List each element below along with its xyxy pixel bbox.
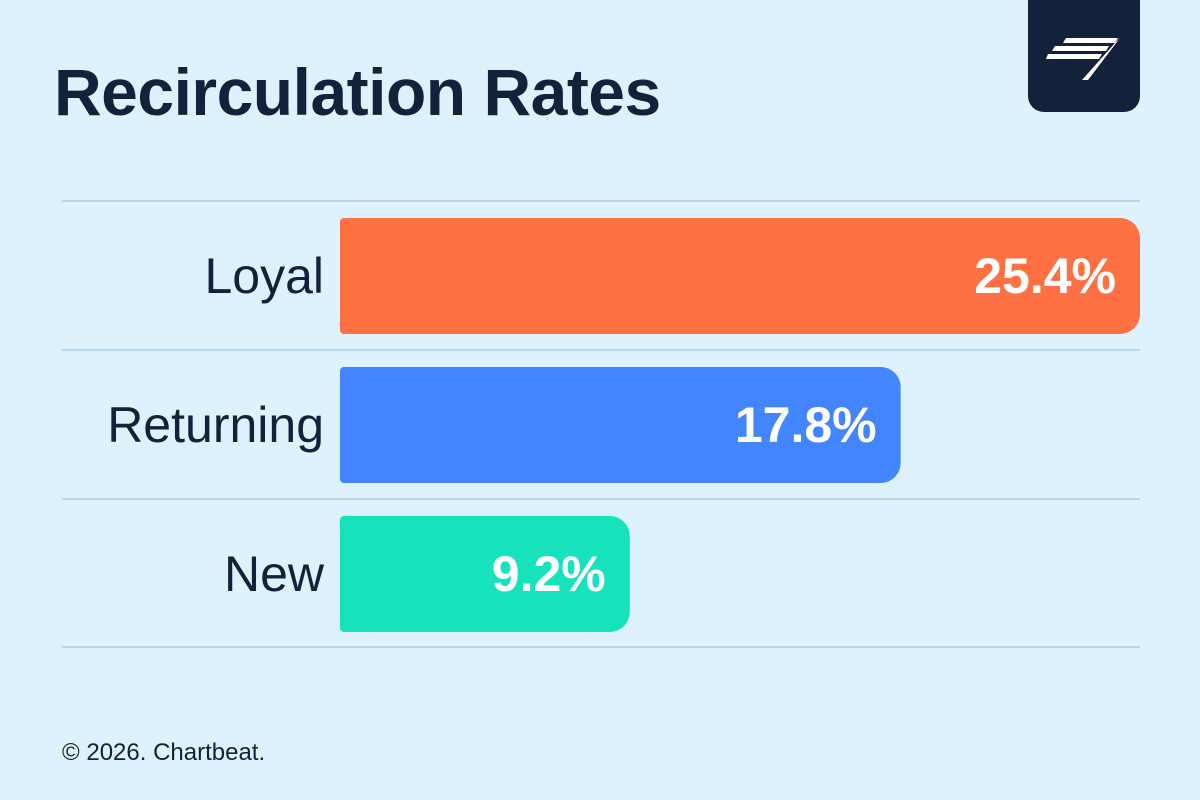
category-label-loyal: Loyal [204, 248, 324, 304]
bar-returning [340, 367, 901, 483]
category-label-new: New [224, 546, 325, 602]
bar-new [340, 516, 630, 632]
chartbeat-logo-icon [1028, 0, 1140, 112]
category-label-returning: Returning [107, 397, 324, 453]
chart-title: Recirculation Rates [54, 55, 661, 129]
value-label-new: 9.2% [492, 546, 606, 602]
value-label-loyal: 25.4% [974, 248, 1116, 304]
bar-loyal [340, 218, 1140, 334]
copyright-footer: © 2026. Chartbeat. [62, 739, 266, 766]
value-label-returning: 17.8% [735, 397, 877, 453]
